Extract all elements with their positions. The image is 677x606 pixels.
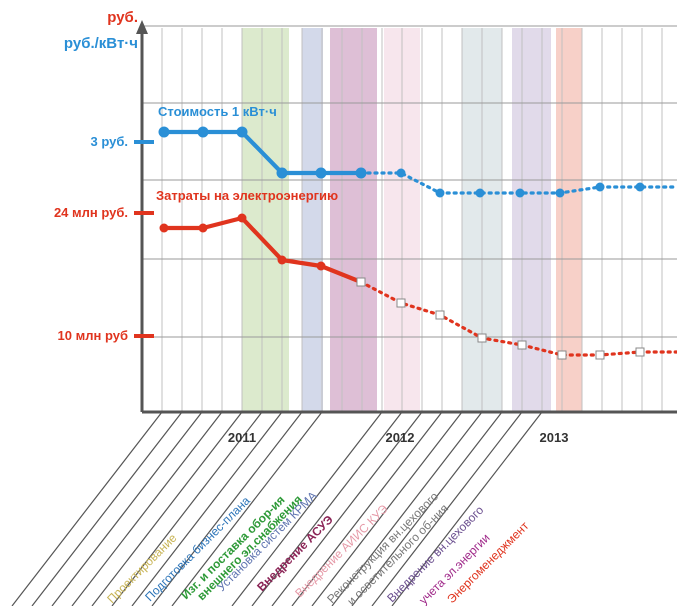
data-point bbox=[236, 126, 248, 138]
data-point bbox=[198, 223, 208, 233]
series-label-costs: Затраты на электроэнергию bbox=[156, 188, 338, 203]
phase-divider bbox=[11, 411, 163, 606]
phase-divider bbox=[291, 411, 443, 606]
y-axis-title-rub: руб. bbox=[107, 9, 138, 26]
phase-divider bbox=[311, 411, 463, 606]
data-point bbox=[355, 167, 367, 179]
forecast-point bbox=[396, 168, 406, 178]
series-layer bbox=[158, 126, 677, 360]
phase-divider bbox=[271, 411, 423, 606]
phase-divider bbox=[171, 411, 323, 606]
y-tick-label: 3 руб. bbox=[91, 134, 128, 149]
forecast-point bbox=[396, 298, 406, 308]
forecast-point bbox=[515, 188, 525, 198]
data-point bbox=[237, 213, 247, 223]
phase-divider bbox=[331, 411, 483, 606]
grid-layer bbox=[142, 25, 677, 412]
data-point bbox=[316, 261, 326, 271]
forecast-point bbox=[557, 350, 567, 360]
phase-divider bbox=[31, 411, 183, 606]
data-point bbox=[277, 255, 287, 265]
phase-divider bbox=[231, 411, 383, 606]
forecast-point bbox=[555, 188, 565, 198]
phase-divider bbox=[131, 411, 283, 606]
data-point bbox=[158, 126, 170, 138]
phase-shade bbox=[330, 28, 377, 412]
year-label: 2012 bbox=[386, 430, 415, 445]
y-axis-arrow bbox=[136, 20, 148, 34]
forecast-point bbox=[435, 310, 445, 320]
forecast-point bbox=[635, 347, 645, 357]
axes-layer bbox=[11, 20, 677, 606]
forecast-point bbox=[595, 182, 605, 192]
y-axis-title-rub-per-kwh: руб./кВт·ч bbox=[64, 35, 138, 52]
phase-shade bbox=[242, 28, 289, 412]
series-costs bbox=[159, 213, 677, 360]
data-point bbox=[197, 126, 209, 138]
data-point bbox=[276, 167, 288, 179]
phase-shade bbox=[556, 28, 582, 412]
phase-shading-layer bbox=[242, 28, 582, 412]
phase-divider bbox=[391, 411, 543, 606]
phase-shade bbox=[512, 28, 551, 412]
phase-shade bbox=[302, 28, 323, 412]
phase-divider bbox=[351, 411, 503, 606]
data-point bbox=[315, 167, 327, 179]
year-label: 2011 bbox=[228, 430, 256, 445]
forecast-point bbox=[435, 188, 445, 198]
phase-divider bbox=[71, 411, 223, 606]
series-actual-line bbox=[164, 129, 361, 176]
y-tick-label: 10 млн руб bbox=[58, 328, 128, 343]
forecast-point bbox=[477, 333, 487, 343]
series-label-price: Стоимость 1 кВт·ч bbox=[158, 104, 277, 119]
forecast-point bbox=[635, 182, 645, 192]
forecast-point bbox=[595, 350, 605, 360]
forecast-point bbox=[517, 340, 527, 350]
phase-divider bbox=[251, 411, 403, 606]
phase-divider bbox=[151, 411, 303, 606]
phase-divider bbox=[371, 411, 523, 606]
year-label: 2013 bbox=[540, 430, 569, 445]
phase-divider bbox=[51, 411, 203, 606]
data-point bbox=[159, 223, 169, 233]
forecast-point bbox=[475, 188, 485, 198]
forecast-point bbox=[356, 277, 366, 287]
series-actual-line bbox=[164, 215, 362, 284]
phase-divider bbox=[91, 411, 243, 606]
series-price bbox=[158, 126, 677, 198]
phase-divider bbox=[111, 411, 263, 606]
y-tick-label: 24 млн руб. bbox=[54, 205, 128, 220]
